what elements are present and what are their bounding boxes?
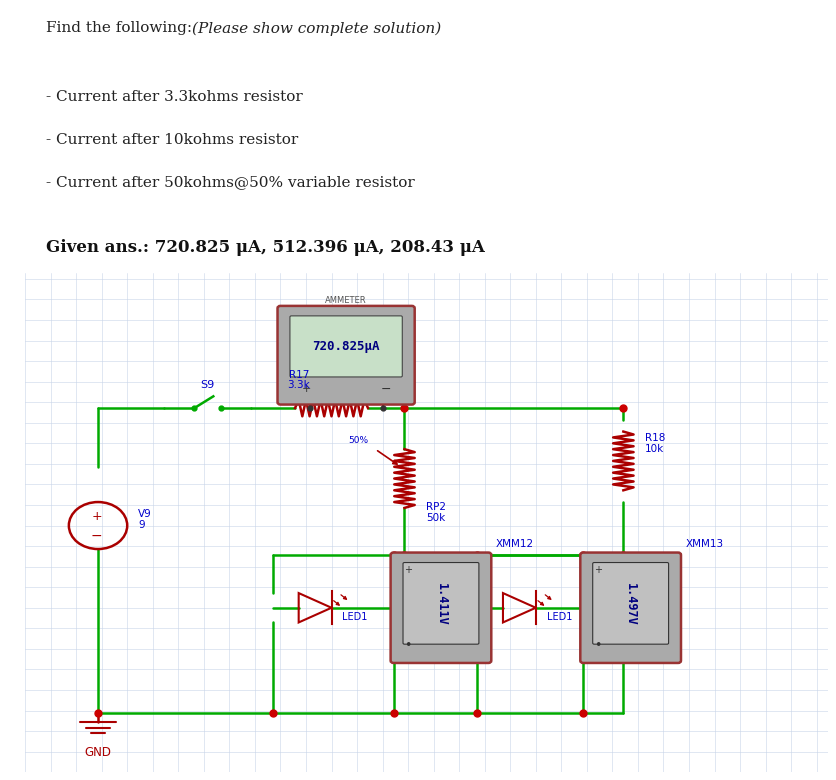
Text: −: − xyxy=(91,529,102,543)
FancyBboxPatch shape xyxy=(403,562,479,644)
Text: XMM13: XMM13 xyxy=(686,539,723,549)
Text: V9
9: V9 9 xyxy=(138,509,152,530)
Text: LED1: LED1 xyxy=(547,612,572,622)
Text: (Please show complete solution): (Please show complete solution) xyxy=(192,21,441,36)
Text: S9: S9 xyxy=(201,381,215,391)
Text: XMM12: XMM12 xyxy=(496,539,534,549)
Text: Find the following:: Find the following: xyxy=(46,21,197,35)
FancyBboxPatch shape xyxy=(390,552,492,663)
Text: •: • xyxy=(405,640,412,652)
Text: LED1: LED1 xyxy=(343,612,368,622)
Text: +: + xyxy=(301,385,311,394)
Text: - Current after 3.3kohms resistor: - Current after 3.3kohms resistor xyxy=(46,90,303,105)
Text: •: • xyxy=(594,640,602,652)
Text: 720.825μA: 720.825μA xyxy=(313,340,380,353)
FancyBboxPatch shape xyxy=(593,562,669,644)
FancyBboxPatch shape xyxy=(580,552,681,663)
Text: GND: GND xyxy=(84,746,111,759)
Text: RP2
50k: RP2 50k xyxy=(426,502,446,523)
Text: +: + xyxy=(91,510,102,523)
Text: Given ans.: 720.825 μA, 512.396 μA, 208.43 μA: Given ans.: 720.825 μA, 512.396 μA, 208.… xyxy=(46,239,485,256)
Text: 1.411V: 1.411V xyxy=(435,583,447,626)
Text: AMMETER: AMMETER xyxy=(325,296,367,305)
FancyBboxPatch shape xyxy=(290,316,402,377)
Text: −: − xyxy=(381,383,391,395)
Text: 1.497V: 1.497V xyxy=(624,583,637,626)
Text: +: + xyxy=(404,565,412,575)
Text: 50%: 50% xyxy=(348,436,368,445)
Text: R18
10k: R18 10k xyxy=(645,433,665,454)
Text: R17
3.3k: R17 3.3k xyxy=(287,370,309,391)
Text: +: + xyxy=(594,565,602,575)
FancyBboxPatch shape xyxy=(278,306,415,405)
Text: - Current after 50kohms@50% variable resistor: - Current after 50kohms@50% variable res… xyxy=(46,175,415,189)
Text: - Current after 10kohms resistor: - Current after 10kohms resistor xyxy=(46,133,298,147)
